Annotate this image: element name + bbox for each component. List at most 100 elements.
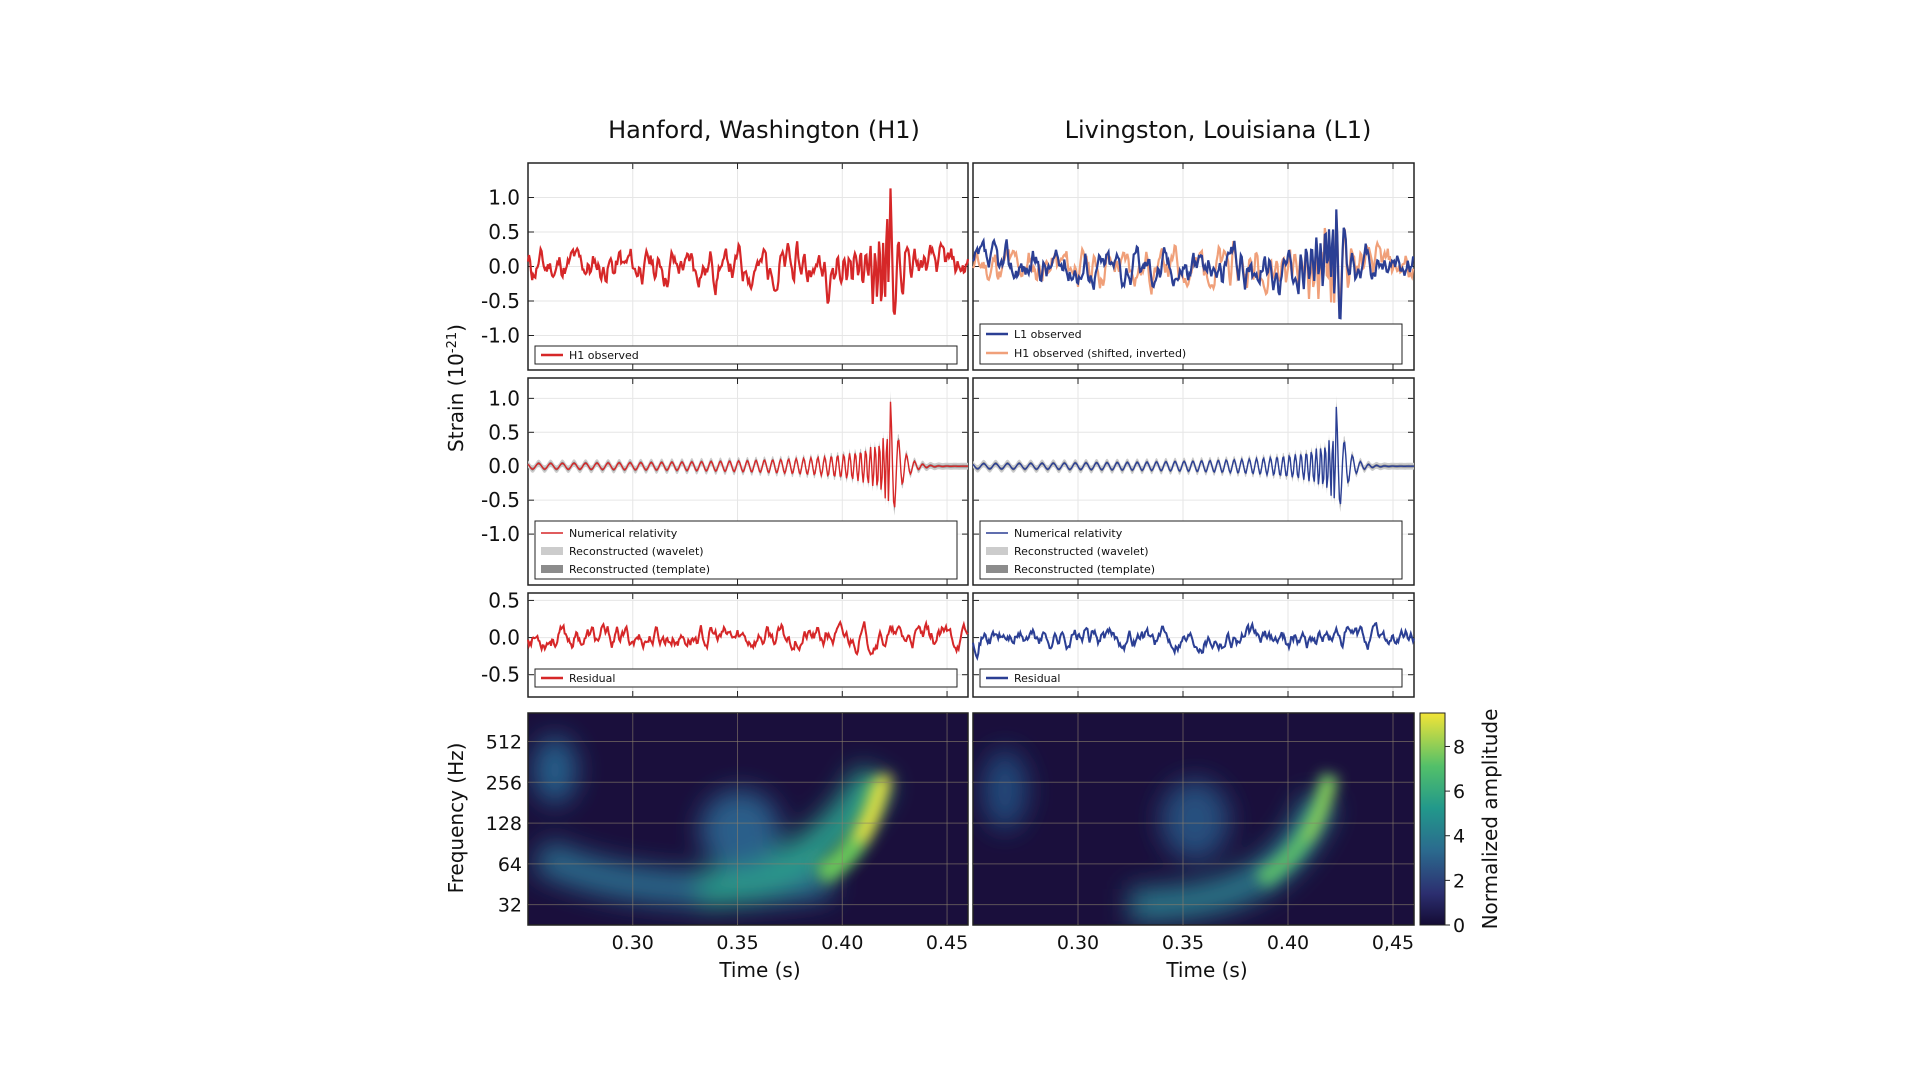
y-tick-label: -0.5 bbox=[481, 663, 520, 687]
x-tick-label: 0.45 bbox=[926, 932, 968, 954]
legend-swatch-wavelet bbox=[541, 547, 563, 555]
colorbar-tick-label: 4 bbox=[1453, 826, 1465, 848]
legend-label-wavelet: Reconstructed (wavelet) bbox=[1014, 545, 1149, 558]
y-tick-label: 512 bbox=[486, 732, 522, 754]
y-tick-label: 0.0 bbox=[488, 626, 520, 650]
panel-frame bbox=[972, 712, 1415, 926]
y-tick-label: 0.5 bbox=[488, 588, 520, 612]
y-tick-label: 0.0 bbox=[488, 255, 520, 279]
colorbar-label: Normalized amplitude bbox=[1478, 709, 1502, 930]
numerical-relativity-line bbox=[527, 401, 968, 508]
colorbar: 0 2 4 6 8 Normalized amplitude bbox=[1419, 709, 1502, 937]
colorbar-tick-label: 6 bbox=[1453, 781, 1465, 803]
legend-swatch-template bbox=[541, 565, 563, 573]
legend-label-l1-observed: L1 observed bbox=[1014, 328, 1082, 341]
x-axis-label: Time (s) bbox=[1165, 958, 1247, 982]
wavelet-band bbox=[973, 395, 1414, 513]
panel-l1-residual: Residual bbox=[972, 592, 1415, 698]
y-tick-label: 0.5 bbox=[488, 220, 520, 244]
panel-l1-observed: L1 observed H1 observed (shifted, invert… bbox=[972, 162, 1415, 371]
y-ticks: 32 64 128 256 512 bbox=[486, 732, 522, 917]
legend-label-residual: Residual bbox=[569, 672, 615, 685]
colorbar-gradient bbox=[1419, 712, 1446, 926]
x-tick-label: 0.35 bbox=[716, 932, 758, 954]
y-ticks: 1.0 0.5 0.0 -0.5 -1.0 bbox=[481, 186, 520, 348]
legend-label-residual: Residual bbox=[1014, 672, 1060, 685]
legend-box bbox=[979, 668, 1403, 688]
panel-h1-reconstruction: 1.0 0.5 0.0 -0.5 -1.0 Numerical relativity R… bbox=[481, 377, 969, 586]
y-tick-label: -1.0 bbox=[481, 324, 520, 348]
spectrogram-h1: 32 64 128 256 512 0.30 0.35 0.40 0.45 Time (s) bbox=[486, 712, 969, 982]
y-tick-label: -1.0 bbox=[481, 522, 520, 546]
legend-label-template: Reconstructed (template) bbox=[1014, 563, 1155, 576]
legend-label-h1-observed: H1 observed bbox=[569, 349, 639, 362]
x-tick-label: 0.30 bbox=[1057, 932, 1099, 954]
colorbar-tick-label: 2 bbox=[1453, 870, 1465, 892]
y-tick-label: 1.0 bbox=[488, 386, 520, 410]
title-h1: Hanford, Washington (H1) bbox=[608, 116, 920, 144]
spectrogram-image bbox=[532, 736, 892, 909]
y-ticks: 0.5 0.0 -0.5 bbox=[481, 588, 520, 686]
strain-label-main: Strain (10 bbox=[444, 353, 468, 452]
x-axis-label: Time (s) bbox=[718, 958, 800, 982]
legend-swatch-wavelet bbox=[986, 547, 1008, 555]
l1-observed-line bbox=[972, 209, 1415, 320]
template-band bbox=[528, 397, 968, 511]
y-tick-label: 0.5 bbox=[488, 420, 520, 444]
legend-label-wavelet: Reconstructed (wavelet) bbox=[569, 545, 704, 558]
x-tick-label: 0.40 bbox=[1267, 932, 1309, 954]
panel-h1-residual: 0.5 0.0 -0.5 Residual bbox=[481, 588, 969, 698]
x-ticks: 0.30 0.35 0.40 0,45 bbox=[1057, 932, 1414, 954]
chirp-track-outer bbox=[697, 765, 892, 909]
x-tick-label: 0.40 bbox=[821, 932, 863, 954]
x-tick-label: 0.35 bbox=[1162, 932, 1204, 954]
residual-line bbox=[972, 620, 1415, 662]
mid-blob bbox=[700, 790, 780, 870]
panel-frame bbox=[527, 712, 969, 926]
y-tick-label: 1.0 bbox=[488, 186, 520, 210]
legend-box bbox=[534, 668, 958, 688]
strain-label-exp: -21 bbox=[445, 332, 460, 353]
strain-axis-label: Strain (10-21) bbox=[444, 324, 468, 452]
panel-l1-reconstruction: Numerical relativity Reconstructed (wave… bbox=[972, 377, 1415, 586]
title-l1: Livingston, Louisiana (L1) bbox=[1065, 116, 1372, 144]
strain-label-close: ) bbox=[444, 324, 468, 332]
x-tick-label: 0,45 bbox=[1372, 932, 1414, 954]
chirp-peak bbox=[1304, 779, 1334, 843]
spectrogram-l1: 0.30 0.35 0.40 0,45 Time (s) bbox=[972, 712, 1415, 982]
legend-label-nr: Numerical relativity bbox=[569, 527, 678, 540]
numerical-relativity-line bbox=[972, 406, 1414, 505]
legend-label-template: Reconstructed (template) bbox=[569, 563, 710, 576]
legend-label-h1-shifted: H1 observed (shifted, inverted) bbox=[1014, 347, 1186, 360]
legend-box bbox=[979, 520, 1403, 580]
legend-box bbox=[534, 520, 958, 580]
legend-label-nr: Numerical relativity bbox=[1014, 527, 1123, 540]
colorbar-ticks: 0 2 4 6 8 bbox=[1445, 736, 1465, 937]
panel-h1-observed: 1.0 0.5 0.0 -0.5 -1.0 H1 observed bbox=[481, 162, 970, 371]
y-tick-label: 256 bbox=[486, 772, 522, 794]
h1-observed-line bbox=[526, 188, 970, 315]
mid-blob bbox=[1161, 780, 1229, 860]
spectrogram-grid bbox=[973, 713, 1414, 925]
wavelet-band bbox=[528, 390, 968, 516]
y-ticks: 1.0 0.5 0.0 -0.5 -1.0 bbox=[481, 386, 520, 546]
colorbar-tick-label: 8 bbox=[1453, 736, 1465, 758]
y-tick-label: -0.5 bbox=[481, 289, 520, 313]
early-blob bbox=[983, 750, 1027, 830]
legend-swatch-template bbox=[986, 565, 1008, 573]
y-tick-label: 128 bbox=[486, 813, 522, 835]
frequency-axis-label: Frequency (Hz) bbox=[444, 743, 468, 894]
x-ticks: 0.30 0.35 0.40 0.45 bbox=[612, 932, 969, 954]
y-tick-label: 32 bbox=[498, 895, 522, 917]
residual-line bbox=[527, 619, 969, 657]
y-tick-label: 0.0 bbox=[488, 454, 520, 478]
legend-box bbox=[979, 323, 1403, 365]
spectrogram-grid bbox=[528, 713, 968, 925]
legend-box bbox=[534, 345, 958, 365]
spectrogram-image bbox=[983, 750, 1339, 921]
early-blob bbox=[533, 736, 577, 804]
x-tick-label: 0.30 bbox=[612, 932, 654, 954]
colorbar-tick-label: 0 bbox=[1453, 915, 1465, 937]
